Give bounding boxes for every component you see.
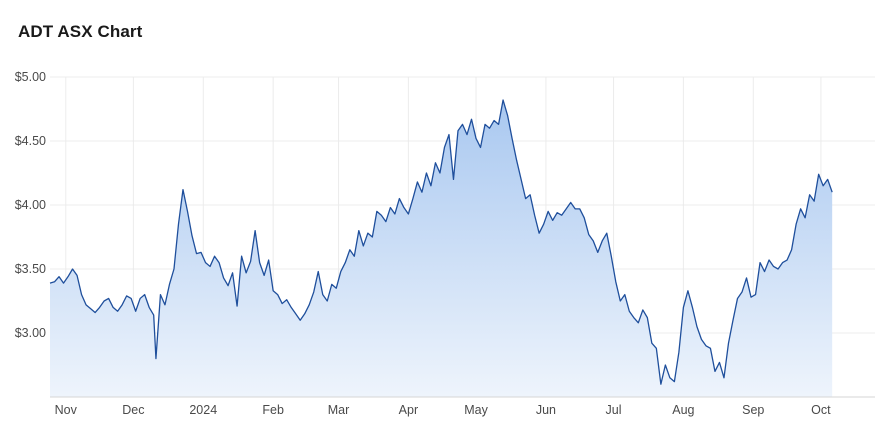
y-tick-label: $4.00: [15, 198, 46, 212]
y-tick-label: $4.50: [15, 134, 46, 148]
y-tick-label: $5.00: [15, 70, 46, 84]
x-tick-label: Jun: [536, 403, 556, 417]
x-tick-label: Mar: [328, 403, 350, 417]
chart-title: ADT ASX Chart: [18, 22, 143, 41]
x-tick-label: Nov: [55, 403, 78, 417]
y-tick-label: $3.00: [15, 326, 46, 340]
x-tick-label: Sep: [742, 403, 764, 417]
x-tick-label: Dec: [122, 403, 144, 417]
axes: $3.00 $3.50 $4.00 $4.50 $5.00 Nov Dec 2024 Feb Ma…: [15, 70, 875, 417]
x-tick-label: Jul: [606, 403, 622, 417]
series-line: [49, 99, 833, 385]
x-tick-label: 2024: [189, 403, 217, 417]
series-fill: [50, 100, 833, 397]
x-tick-label: Feb: [262, 403, 284, 417]
x-tick-label: May: [464, 403, 488, 417]
y-tick-label: $3.50: [15, 262, 46, 276]
x-tick-label: Aug: [672, 403, 694, 417]
series-area: [49, 99, 833, 397]
x-tick-label: Oct: [811, 403, 831, 417]
x-tick-label: Apr: [399, 403, 418, 417]
